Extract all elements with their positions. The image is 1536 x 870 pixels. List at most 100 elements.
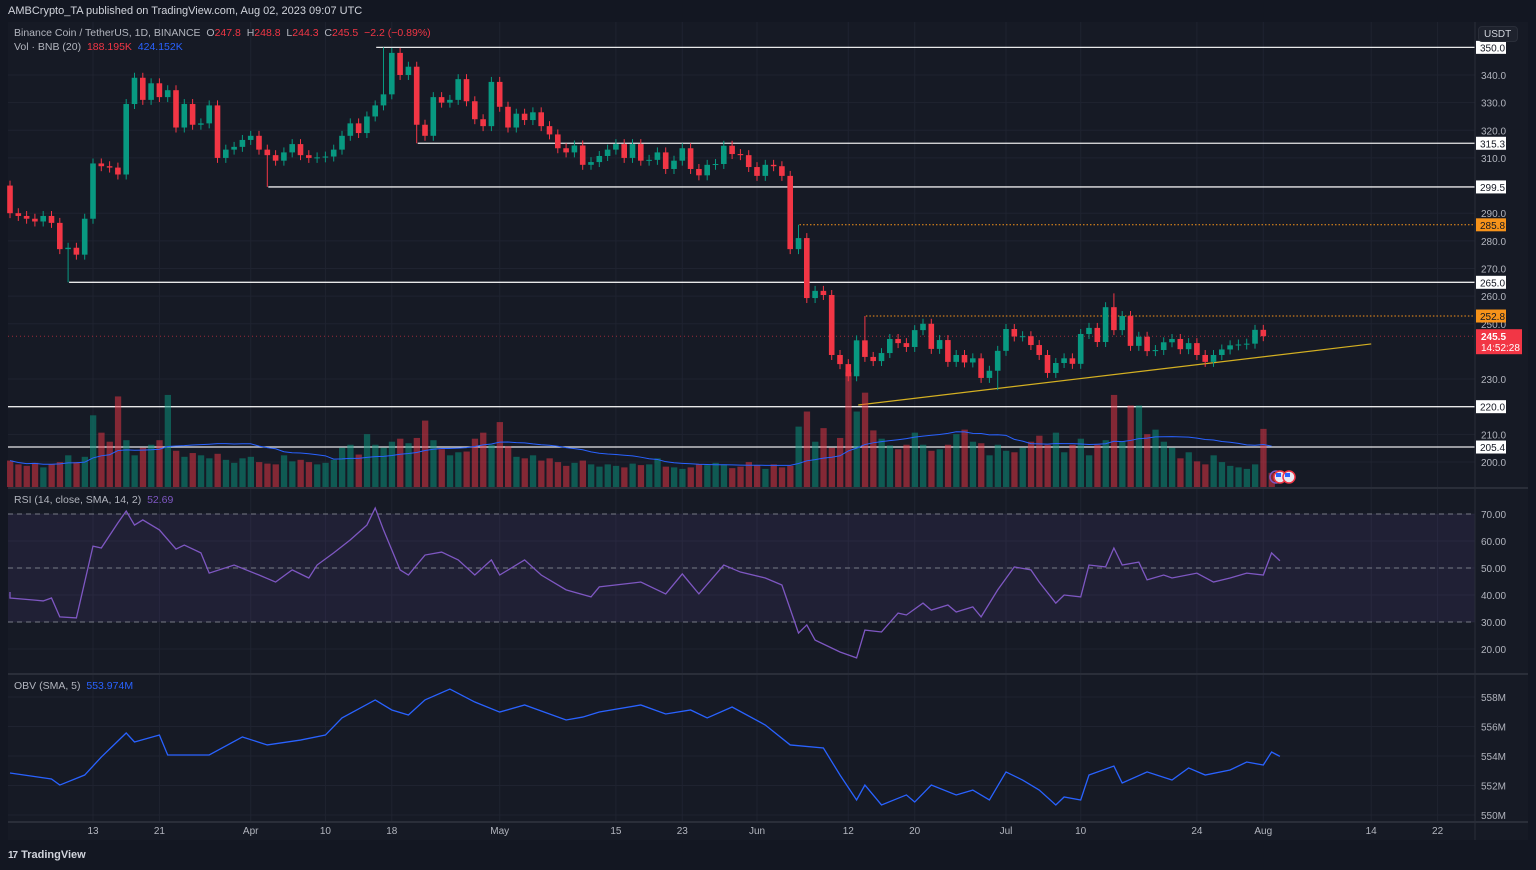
- volume-bar: [206, 458, 213, 487]
- volume-bar: [480, 432, 487, 487]
- volume-bar: [380, 447, 387, 487]
- candle-body: [90, 163, 96, 219]
- volume-bar: [754, 465, 761, 487]
- volume-bar: [1185, 452, 1192, 487]
- candle-body: [513, 113, 520, 128]
- volume-bar: [463, 451, 470, 487]
- volume-bar: [247, 456, 254, 487]
- volume-bar: [911, 432, 918, 487]
- candle-body: [579, 145, 586, 165]
- volume-bar: [56, 462, 64, 487]
- volume-bar: [704, 465, 711, 487]
- candle-body: [289, 144, 295, 153]
- volume-bar: [1202, 464, 1209, 487]
- currency-button[interactable]: USDT: [1478, 26, 1518, 42]
- publisher-line: AMBCrypto_TA published on TradingView.co…: [8, 5, 363, 17]
- candle-body: [81, 218, 88, 255]
- candle-body: [596, 155, 603, 163]
- volume-bar: [156, 440, 163, 487]
- candle-body: [588, 162, 594, 165]
- level-price-label: 220.0: [1480, 403, 1505, 414]
- candle-body: [173, 90, 179, 128]
- obv-axis-label: 552M: [1481, 782, 1506, 793]
- candle-body: [845, 364, 852, 377]
- candle-body: [1160, 342, 1167, 351]
- time-axis-label: 23: [677, 826, 689, 837]
- volume-bar: [1094, 444, 1101, 487]
- ascending-trendline: [858, 343, 1372, 406]
- candle-body: [496, 81, 503, 107]
- volume-bar: [529, 455, 537, 487]
- economic-event-flags[interactable]: [1269, 470, 1296, 484]
- candle-body: [1136, 336, 1142, 346]
- candle-body: [604, 149, 611, 156]
- level-price-label: 252.8: [1480, 312, 1505, 323]
- volume-legend[interactable]: Vol · BNB (20) 188.195K 424.152K: [14, 41, 183, 53]
- volume-bar: [513, 456, 520, 487]
- symbol-legend[interactable]: Binance Coin / TetherUS, 1D, BINANCE O24…: [14, 27, 431, 39]
- volume-bar: [422, 420, 429, 487]
- candle-body: [405, 66, 412, 75]
- volume-bar: [1268, 472, 1275, 487]
- volume-bar: [363, 434, 371, 487]
- level-price-tag: [1476, 180, 1506, 194]
- volume-bar: [961, 429, 968, 487]
- volume-bar: [837, 437, 844, 487]
- obv-axis-label: 554M: [1481, 752, 1506, 763]
- volume-bar: [7, 460, 14, 487]
- volume-bar: [538, 460, 545, 487]
- volume-bar: [1003, 450, 1010, 487]
- time-axis-label: 22: [1432, 826, 1444, 837]
- candle-body: [115, 167, 121, 175]
- candle-body: [812, 290, 818, 299]
- candle-body: [1202, 354, 1208, 362]
- level-price-label: 315.3: [1480, 139, 1505, 150]
- candle-body: [364, 116, 370, 134]
- volume-bar: [164, 394, 171, 487]
- time-axis-label: Aug: [1254, 826, 1272, 837]
- open-label: O: [206, 27, 215, 39]
- volume-bar: [40, 467, 47, 487]
- candle-body: [264, 149, 271, 156]
- rsi-axis-label: 30.00: [1481, 618, 1506, 629]
- volume-bar: [355, 454, 362, 487]
- time-axis-label: 15: [610, 826, 622, 837]
- volume-bar: [139, 447, 147, 487]
- volume-bar: [455, 452, 462, 487]
- close-value: 245.5: [331, 27, 359, 39]
- candle-body: [546, 126, 553, 135]
- candle-body: [613, 144, 619, 150]
- volume-bar: [1119, 441, 1126, 487]
- rsi-axis-label: 50.00: [1481, 564, 1506, 575]
- candle-body: [920, 323, 926, 331]
- candle-body: [1102, 307, 1109, 343]
- candle-body: [430, 97, 437, 136]
- candle-body: [1219, 349, 1225, 355]
- candle-body: [164, 90, 171, 98]
- volume-bar: [90, 415, 97, 487]
- volume-bar: [712, 462, 719, 487]
- volume-bar: [347, 444, 354, 487]
- candle-body: [1227, 345, 1233, 350]
- rsi-legend[interactable]: RSI (14, close, SMA, 14, 2) 52.69: [14, 494, 173, 506]
- candle-body: [671, 160, 677, 169]
- price-tags: 350.0 315.3 299.5 285.8 265.0 252.8 220.0 205.4…: [1476, 40, 1522, 454]
- candle-body: [654, 152, 661, 160]
- candle-body: [530, 112, 536, 121]
- volume-bar: [820, 428, 827, 487]
- candle-body: [73, 247, 80, 255]
- volume-bar: [1210, 455, 1217, 487]
- obv-legend[interactable]: OBV (SMA, 5) 553.974M: [14, 680, 133, 692]
- tradingview-logo[interactable]: 17 TradingView: [8, 849, 86, 861]
- volume-bar: [123, 440, 130, 487]
- candle-body: [181, 104, 188, 128]
- candle-body: [820, 290, 827, 296]
- obv-pane: [9, 688, 1281, 806]
- horizontal-levels: [8, 46, 1475, 448]
- volume-bar: [745, 462, 752, 487]
- candle-body: [538, 112, 544, 127]
- rsi-value: 52.69: [147, 494, 174, 506]
- volume-ma-line: [9, 431, 1272, 466]
- candle-body: [472, 101, 478, 120]
